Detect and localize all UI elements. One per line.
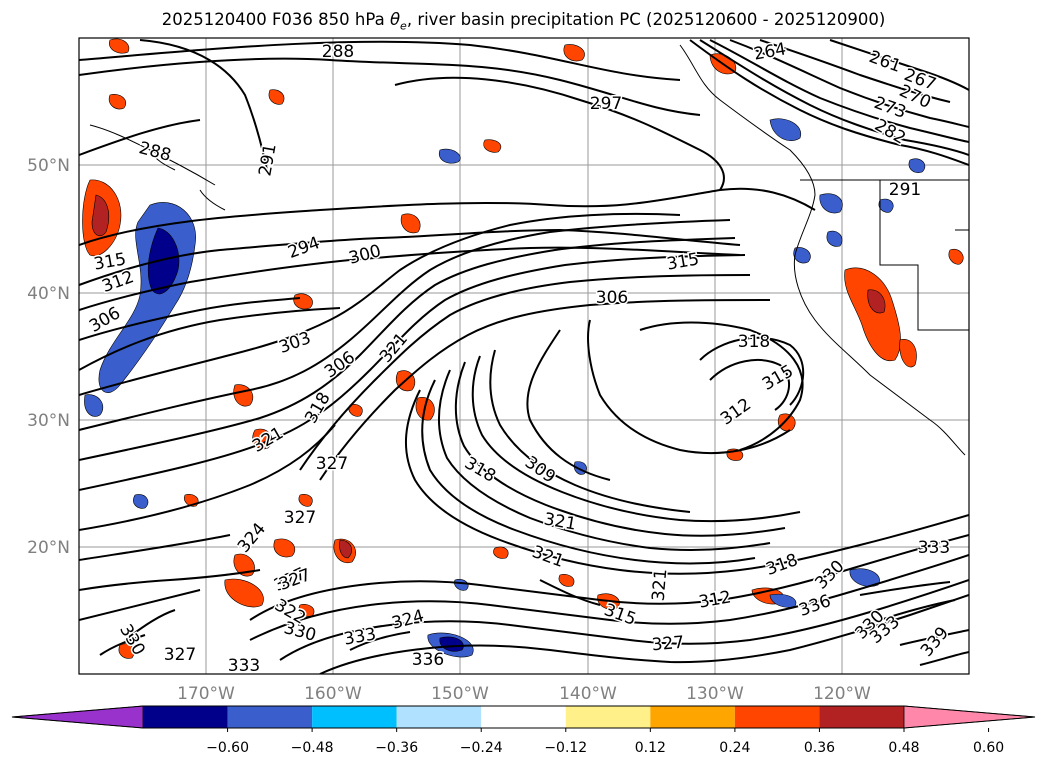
colorbar-tick-label: −0.36 (375, 740, 418, 756)
colorbar-tick-label: 0.48 (888, 740, 919, 756)
colorbar-tick-label: −0.24 (460, 740, 503, 756)
contour-label: 333 (228, 656, 260, 676)
contour-label: 291 (889, 180, 921, 200)
colorbar-extend-low (11, 705, 144, 729)
lat-tick-label: 50°N (27, 156, 70, 176)
theta-e-contours (79, 39, 969, 674)
contour-label: 327 (164, 645, 196, 665)
lon-tick-label: 120°W (813, 684, 871, 704)
contour-label: 327 (284, 508, 316, 528)
colorbar-tick-label: −0.12 (544, 740, 587, 756)
theta-symbol: θ (389, 10, 401, 29)
lat-tick-label: 30°N (27, 411, 70, 431)
theta-subscript: e (400, 19, 407, 33)
contour-label: 297 (590, 94, 622, 114)
colorbar-tick-label: 0.36 (804, 740, 835, 756)
title-prefix: 2025120400 F036 850 hPa (161, 10, 390, 29)
colorbar-tick-label: 0.12 (635, 740, 666, 756)
latitude-tick-labels: 20°N 30°N 40°N 50°N (27, 156, 70, 558)
longitude-tick-labels: 170°W 160°W 150°W 140°W 130°W 120°W (177, 684, 871, 704)
contour-label: 318 (738, 332, 770, 352)
colorbar-segment (734, 706, 820, 728)
lon-tick-label: 160°W (304, 684, 362, 704)
contour-label: 288 (322, 42, 354, 62)
contour-label: 333 (918, 538, 950, 558)
map-gridlines (79, 38, 969, 674)
colorbar-tick-label: −0.60 (206, 740, 249, 756)
colorbar-extend-high (903, 705, 1036, 729)
contour-label: 327 (316, 454, 348, 474)
colorbar-segment (227, 706, 313, 728)
colorbar-segment (396, 706, 482, 728)
colorbar-segment (650, 706, 735, 728)
lon-tick-label: 130°W (686, 684, 744, 704)
colorbar-segment (312, 706, 397, 728)
map-border (78, 37, 970, 675)
colorbar-outline (11, 705, 1036, 729)
contour-label: 336 (412, 650, 444, 670)
colorbar-segment (481, 706, 566, 728)
lat-tick-label: 20°N (27, 538, 70, 558)
title-suffix: , river basin precipitation PC (20251206… (406, 10, 886, 29)
colorbar-segment (819, 706, 904, 728)
colorbar-tick-labels: −0.60 −0.48 −0.36 −0.24 −0.12 0.12 0.24 0.36 0.4… (206, 728, 1004, 756)
lon-tick-label: 140°W (559, 684, 617, 704)
colorbar-segment (143, 706, 228, 728)
precipitation-pc-fill (82, 38, 964, 659)
contour-label: 327 (651, 633, 685, 656)
lat-tick-label: 40°N (27, 284, 70, 304)
map-title: 2025120400 F036 850 hPa θe, river basin … (0, 10, 1047, 32)
coastlines (89, 44, 969, 456)
lon-tick-label: 150°W (431, 684, 489, 704)
colorbar-tick-label: 0.24 (719, 740, 750, 756)
contour-label: 321 (649, 568, 672, 602)
colorbar-tick-label: −0.48 (291, 740, 334, 756)
lon-tick-label: 170°W (177, 684, 235, 704)
colorbar (11, 705, 1036, 729)
contour-label: 306 (596, 288, 628, 308)
colorbar-segment (565, 706, 651, 728)
colorbar-tick-label: 0.60 (973, 740, 1004, 756)
